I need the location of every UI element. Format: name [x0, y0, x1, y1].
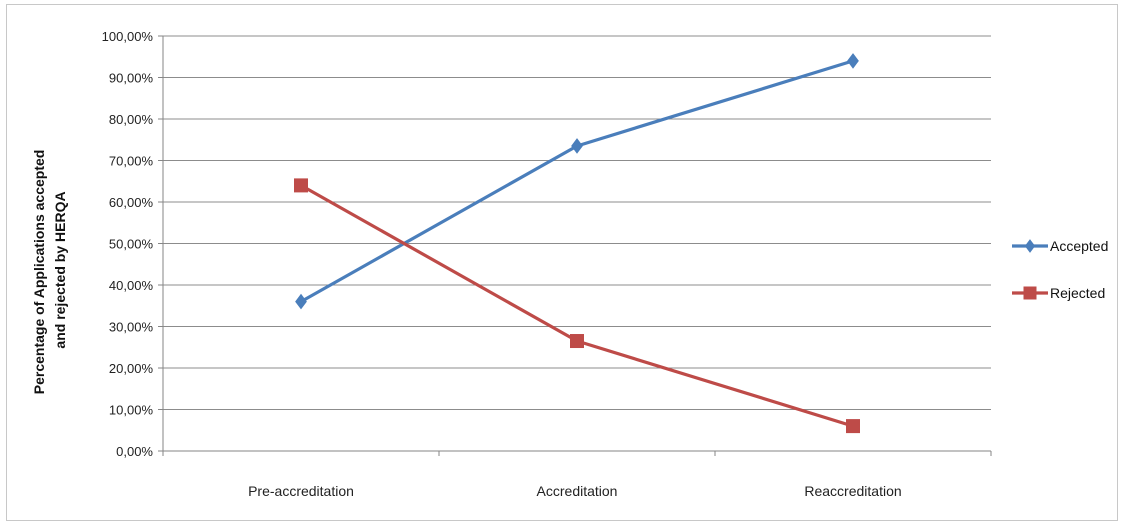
y-tick-label: 60,00% — [109, 195, 154, 210]
series-group — [294, 53, 860, 434]
legend-item-rejected: Rejected — [1012, 285, 1105, 301]
x-axis-categories: Pre-accreditation Accreditation Reaccredit… — [248, 483, 902, 499]
x-category-label: Reaccreditation — [804, 483, 901, 499]
legend-item-accepted: Accepted — [1012, 238, 1108, 254]
y-axis-ticks: 0,00% 10,00% 20,00% 30,00% 40,00% 50,00% 60,00… — [102, 29, 154, 459]
data-point-diamond — [847, 53, 859, 69]
data-point-diamond — [571, 138, 583, 154]
chart-frame — [6, 4, 1118, 521]
y-tick-label: 10,00% — [109, 403, 154, 418]
x-category-label: Pre-accreditation — [248, 483, 354, 499]
y-tick-label: 100,00% — [102, 29, 154, 44]
data-point-diamond — [295, 293, 307, 310]
data-point-square — [294, 178, 308, 193]
data-point-square — [570, 334, 584, 349]
legend-label: Accepted — [1050, 238, 1108, 254]
y-tick-label: 70,00% — [109, 154, 154, 169]
series-line — [300, 184, 854, 428]
y-tick-label: 90,00% — [109, 71, 154, 86]
data-point-square — [1023, 286, 1037, 300]
y-axis-title-line-2: and rejected by HERQA — [52, 191, 68, 348]
data-point-square — [846, 419, 860, 434]
y-tick-label: 40,00% — [109, 278, 154, 293]
gridlines — [158, 35, 992, 456]
legend: Accepted Rejected — [1012, 238, 1108, 301]
y-axis-title-line-1: Percentage of Applications accepted — [31, 150, 47, 395]
data-point-diamond — [1024, 239, 1036, 253]
series-line — [300, 59, 854, 303]
y-tick-label: 30,00% — [109, 320, 154, 335]
y-tick-label: 80,00% — [109, 112, 154, 127]
y-tick-label: 20,00% — [109, 361, 154, 376]
y-tick-label: 0,00% — [116, 444, 153, 459]
y-tick-label: 50,00% — [109, 237, 154, 252]
y-axis-title: Percentage of Applications accepted and … — [31, 146, 68, 394]
legend-label: Rejected — [1050, 285, 1105, 301]
x-category-label: Accreditation — [537, 483, 618, 499]
series-rejected — [294, 178, 860, 434]
series-accepted — [295, 53, 859, 310]
